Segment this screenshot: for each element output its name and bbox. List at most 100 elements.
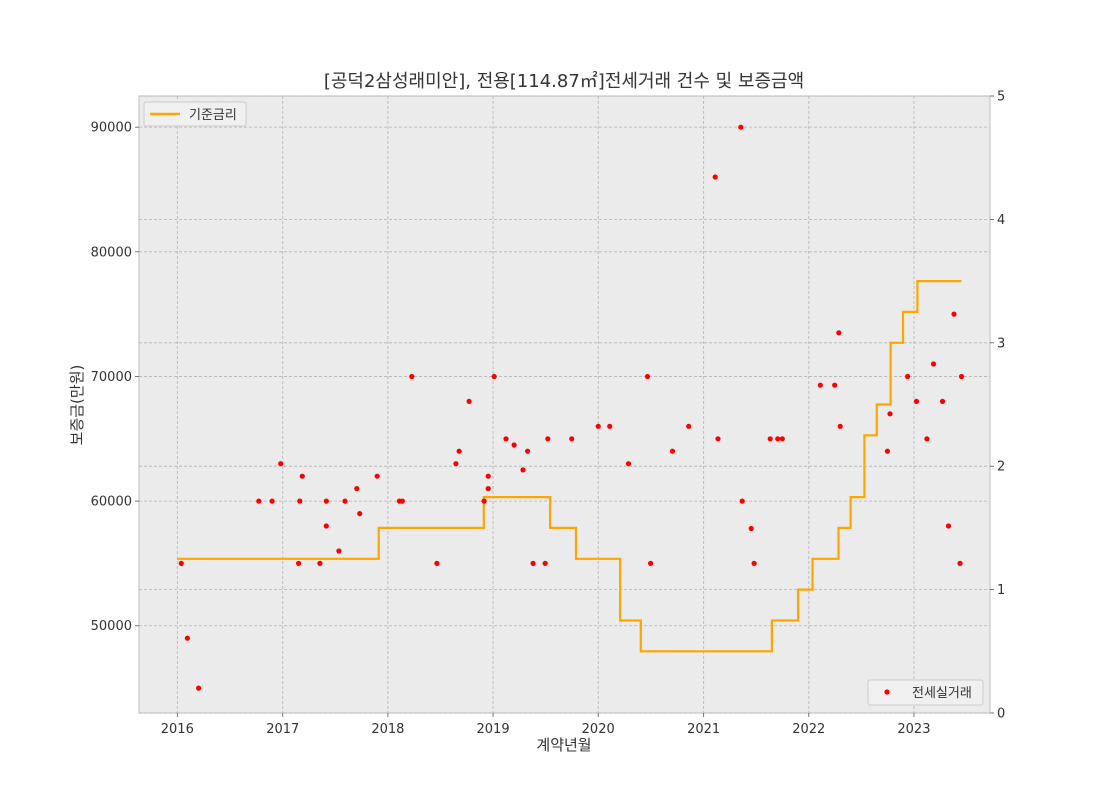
deal-point xyxy=(374,473,380,479)
deal-point xyxy=(481,498,487,504)
chart-title: [공덕2삼성래미안], 전용[114.87㎡]전세거래 건수 및 보증금액 xyxy=(324,70,804,92)
deal-point xyxy=(399,498,405,504)
y2-tick-label: 2 xyxy=(997,460,1005,475)
deal-point xyxy=(595,423,601,429)
legend-rate-label: 기준금리 xyxy=(189,108,237,123)
x-tick-label: 2021 xyxy=(687,722,720,737)
deal-point xyxy=(530,560,536,567)
deal-point xyxy=(525,448,531,454)
deal-point xyxy=(520,467,526,473)
deal-point xyxy=(485,486,491,492)
deal-point xyxy=(884,448,891,454)
deal-point xyxy=(751,560,757,567)
y-tick-label: 60000 xyxy=(91,495,132,510)
y2-tick-label: 1 xyxy=(997,583,1005,598)
deal-point xyxy=(607,423,613,429)
deal-point xyxy=(767,436,773,442)
deal-point xyxy=(945,523,952,529)
deal-point xyxy=(837,423,843,429)
deal-point xyxy=(354,486,360,492)
deal-point xyxy=(511,442,517,448)
deal-point xyxy=(323,523,329,529)
deal-point xyxy=(296,560,302,567)
deal-point xyxy=(184,635,190,641)
deal-point xyxy=(775,436,781,442)
deal-point xyxy=(196,685,202,691)
plot-area xyxy=(138,95,991,714)
deal-point xyxy=(712,174,718,180)
deal-point xyxy=(669,448,676,454)
deal-point xyxy=(832,382,838,388)
deal-point xyxy=(323,498,329,504)
deal-point xyxy=(648,560,654,567)
deal-point xyxy=(178,560,184,567)
x-tick-label: 2019 xyxy=(477,722,510,737)
deal-point xyxy=(644,373,651,380)
x-tick-label: 2017 xyxy=(266,722,299,737)
y2-tick-label: 4 xyxy=(997,213,1005,228)
deal-point xyxy=(503,436,509,442)
deal-point xyxy=(779,436,785,442)
deal-point xyxy=(939,398,946,404)
deal-point xyxy=(297,498,303,504)
deal-point xyxy=(957,560,963,567)
legend-deals: 전세실거래 xyxy=(867,679,984,706)
deal-point xyxy=(485,473,491,479)
deal-point xyxy=(625,461,632,467)
deal-point xyxy=(905,373,911,380)
deal-point xyxy=(542,560,548,567)
y-tick-label: 70000 xyxy=(91,370,132,385)
deal-point xyxy=(748,525,754,532)
y2-tick-label: 0 xyxy=(997,707,1005,722)
y-axis-title: 보증금(만원) xyxy=(68,365,86,446)
deal-point xyxy=(958,373,965,380)
deal-point xyxy=(336,548,342,554)
deal-point xyxy=(545,436,551,442)
deal-series xyxy=(178,124,965,691)
y-tick-label: 80000 xyxy=(91,245,132,260)
deal-point xyxy=(357,510,363,517)
legend-deals-box xyxy=(867,679,984,706)
grid-lines xyxy=(139,95,990,714)
deal-point xyxy=(453,461,459,467)
x-tick-label: 2016 xyxy=(161,722,194,737)
axes: 2016 2017 2018 2019 2020 2021 2022 2023 50000 600… xyxy=(91,90,1006,738)
x-tick-label: 2018 xyxy=(371,722,404,737)
x-tick-label: 2022 xyxy=(792,722,825,737)
x-tick-label: 2020 xyxy=(582,722,615,737)
legend-deals-label: 전세실거래 xyxy=(912,686,972,701)
x-tick-label: 2023 xyxy=(897,722,930,737)
deal-point xyxy=(269,498,275,504)
deal-point xyxy=(739,498,745,504)
y2-tick-label: 3 xyxy=(997,336,1005,351)
deal-point xyxy=(409,373,415,380)
deal-point xyxy=(887,411,893,417)
deal-point xyxy=(278,461,284,467)
deal-point xyxy=(569,436,575,442)
legend-rate-box xyxy=(143,101,247,127)
deal-point xyxy=(738,124,744,130)
deal-point xyxy=(456,448,462,454)
legend-deals-marker xyxy=(884,689,890,695)
deal-point xyxy=(836,330,842,336)
deal-point xyxy=(951,311,957,317)
deal-point xyxy=(491,373,497,380)
deal-point xyxy=(434,560,440,567)
y2-tick-label: 5 xyxy=(997,90,1005,105)
deal-point xyxy=(299,473,305,479)
deal-point xyxy=(817,382,823,388)
deal-point xyxy=(930,361,937,367)
legend-rate: 기준금리 xyxy=(143,101,247,127)
deal-point xyxy=(466,398,472,404)
deal-point xyxy=(256,498,262,504)
y-tick-label: 90000 xyxy=(91,121,132,136)
deal-point xyxy=(715,436,721,442)
deal-point xyxy=(317,560,323,567)
x-axis-title: 계약년월 xyxy=(536,736,591,754)
deal-point xyxy=(924,436,930,442)
deal-point xyxy=(342,498,348,504)
y-tick-label: 50000 xyxy=(91,619,132,634)
deal-point xyxy=(913,398,920,404)
